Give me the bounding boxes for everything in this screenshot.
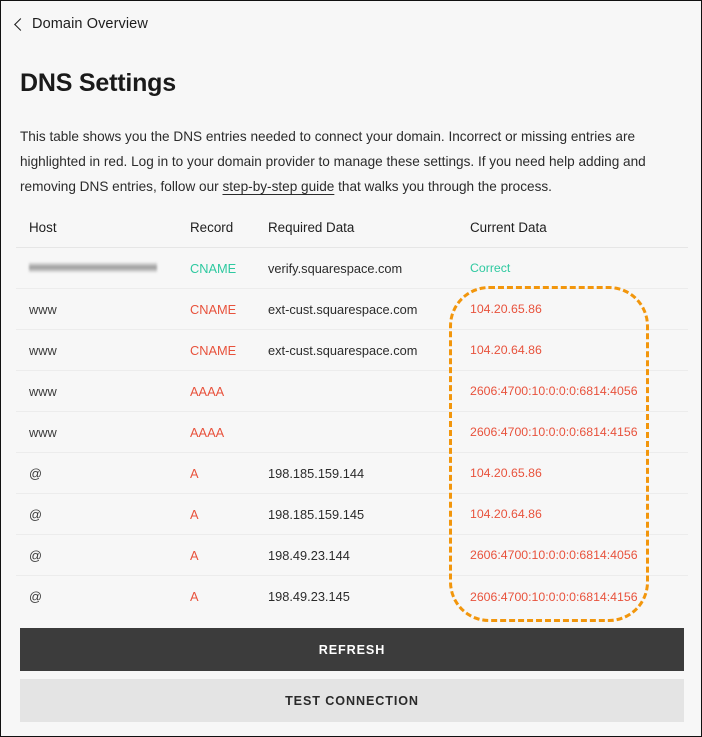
host-cell: @	[29, 465, 42, 481]
required-data-cell: 198.185.159.144	[268, 465, 365, 481]
current-data-cell: 104.20.64.86	[470, 343, 542, 357]
host-cell: www	[29, 301, 57, 317]
host-cell: @	[29, 589, 42, 604]
host-cell: www	[29, 383, 57, 399]
column-header-current-data: Current Data	[470, 219, 547, 235]
table-row: www CNAME ext-cust.squarespace.com 104.20.6…	[16, 289, 688, 330]
intro-text-part1: This table shows you the DNS entries nee…	[20, 129, 646, 194]
intro-paragraph: This table shows you the DNS entries nee…	[20, 124, 682, 199]
required-data-cell: 198.49.23.144	[268, 547, 350, 563]
breadcrumb-domain-overview[interactable]: Domain Overview	[14, 13, 148, 35]
current-data-cell: 104.20.65.86	[470, 302, 542, 316]
host-cell: www	[29, 342, 57, 358]
table-row: @ A 198.49.23.145 2606:4700:10:0:0:0:6814:4…	[16, 576, 688, 617]
record-type-cell: CNAME	[190, 301, 237, 317]
redacted-host-bar	[29, 261, 157, 273]
record-type-cell: A	[190, 506, 199, 522]
current-data-cell: 2606:4700:10:0:0:0:6814:4156	[470, 425, 638, 439]
chevron-left-icon	[14, 17, 27, 31]
table-body: CNAME verify.squarespace.com Correct www CNA…	[16, 248, 688, 617]
required-data-cell: ext-cust.squarespace.com	[268, 301, 418, 317]
step-by-step-guide-link[interactable]: step-by-step guide	[222, 179, 335, 194]
host-cell: www	[29, 424, 57, 440]
required-data-cell: 198.49.23.145	[268, 589, 350, 604]
current-data-cell: 2606:4700:10:0:0:0:6814:4056	[470, 548, 638, 562]
record-type-cell: CNAME	[190, 260, 237, 276]
table-row: CNAME verify.squarespace.com Correct	[16, 248, 688, 289]
table-row: www AAAA 2606:4700:10:0:0:0:6814:4056	[16, 371, 688, 412]
record-type-cell: AAAA	[190, 383, 225, 399]
record-type-cell: A	[190, 589, 199, 604]
record-type-cell: AAAA	[190, 424, 225, 440]
required-data-cell: 198.185.159.145	[268, 506, 365, 522]
test-connection-button-label: TEST CONNECTION	[285, 693, 419, 708]
refresh-button-label: REFRESH	[318, 642, 386, 657]
table-row: www CNAME ext-cust.squarespace.com 104.20.6…	[16, 330, 688, 371]
required-data-cell: verify.squarespace.com	[268, 260, 403, 276]
host-cell: @	[29, 547, 42, 563]
intro-text-part2: that walks you through the process.	[334, 179, 552, 194]
host-cell-redacted	[16, 261, 190, 276]
table-header-row: Host Record Required Data Current Data	[16, 207, 688, 248]
record-type-cell: A	[190, 465, 199, 481]
breadcrumb-label: Domain Overview	[32, 16, 148, 32]
table-row: @ A 198.185.159.144 104.20.65.86	[16, 453, 688, 494]
record-type-cell: CNAME	[190, 342, 237, 358]
dns-records-table: Host Record Required Data Current Data C…	[16, 207, 688, 617]
host-cell: @	[29, 506, 42, 522]
table-row: @ A 198.49.23.144 2606:4700:10:0:0:0:6814:4…	[16, 535, 688, 576]
required-data-cell: ext-cust.squarespace.com	[268, 342, 418, 358]
current-data-cell: Correct	[470, 261, 511, 275]
current-data-cell: 104.20.65.86	[470, 466, 542, 480]
column-header-required-data: Required Data	[268, 219, 355, 235]
refresh-button[interactable]: REFRESH	[20, 628, 684, 671]
column-header-record: Record	[190, 219, 234, 235]
current-data-cell: 2606:4700:10:0:0:0:6814:4156	[470, 589, 638, 604]
page-title: DNS Settings	[20, 69, 176, 97]
column-header-host: Host	[29, 219, 57, 235]
test-connection-button[interactable]: TEST CONNECTION	[20, 679, 684, 722]
table-row: www AAAA 2606:4700:10:0:0:0:6814:4156	[16, 412, 688, 453]
current-data-cell: 104.20.64.86	[470, 507, 542, 521]
table-row: @ A 198.185.159.145 104.20.64.86	[16, 494, 688, 535]
current-data-cell: 2606:4700:10:0:0:0:6814:4056	[470, 384, 638, 398]
record-type-cell: A	[190, 547, 199, 563]
